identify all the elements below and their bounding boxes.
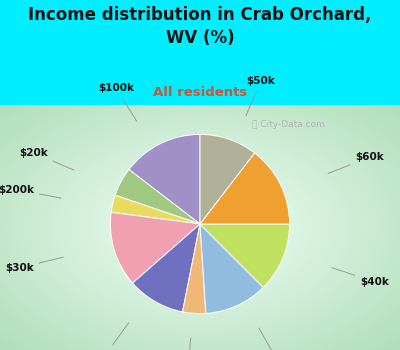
Text: All residents: All residents bbox=[153, 85, 247, 99]
Text: ⓘ City-Data.com: ⓘ City-Data.com bbox=[252, 120, 324, 129]
Text: $150k: $150k bbox=[88, 323, 128, 350]
Wedge shape bbox=[129, 134, 200, 224]
Wedge shape bbox=[111, 195, 200, 224]
Wedge shape bbox=[133, 224, 200, 312]
Text: $30k: $30k bbox=[5, 257, 63, 273]
Wedge shape bbox=[200, 224, 290, 287]
Text: $200k: $200k bbox=[0, 185, 61, 198]
Wedge shape bbox=[115, 169, 200, 224]
Text: $100k: $100k bbox=[98, 83, 137, 121]
Text: $40k: $40k bbox=[332, 268, 389, 287]
Text: $50k: $50k bbox=[246, 76, 275, 116]
Wedge shape bbox=[182, 224, 206, 314]
Text: Income distribution in Crab Orchard,
WV (%): Income distribution in Crab Orchard, WV … bbox=[28, 6, 372, 47]
Wedge shape bbox=[200, 153, 290, 224]
Wedge shape bbox=[200, 224, 263, 313]
Text: $60k: $60k bbox=[328, 152, 384, 174]
Wedge shape bbox=[200, 134, 254, 224]
Text: $10k: $10k bbox=[259, 328, 292, 350]
Text: $75k: $75k bbox=[173, 338, 202, 350]
Text: $20k: $20k bbox=[19, 148, 74, 170]
Wedge shape bbox=[110, 212, 200, 283]
